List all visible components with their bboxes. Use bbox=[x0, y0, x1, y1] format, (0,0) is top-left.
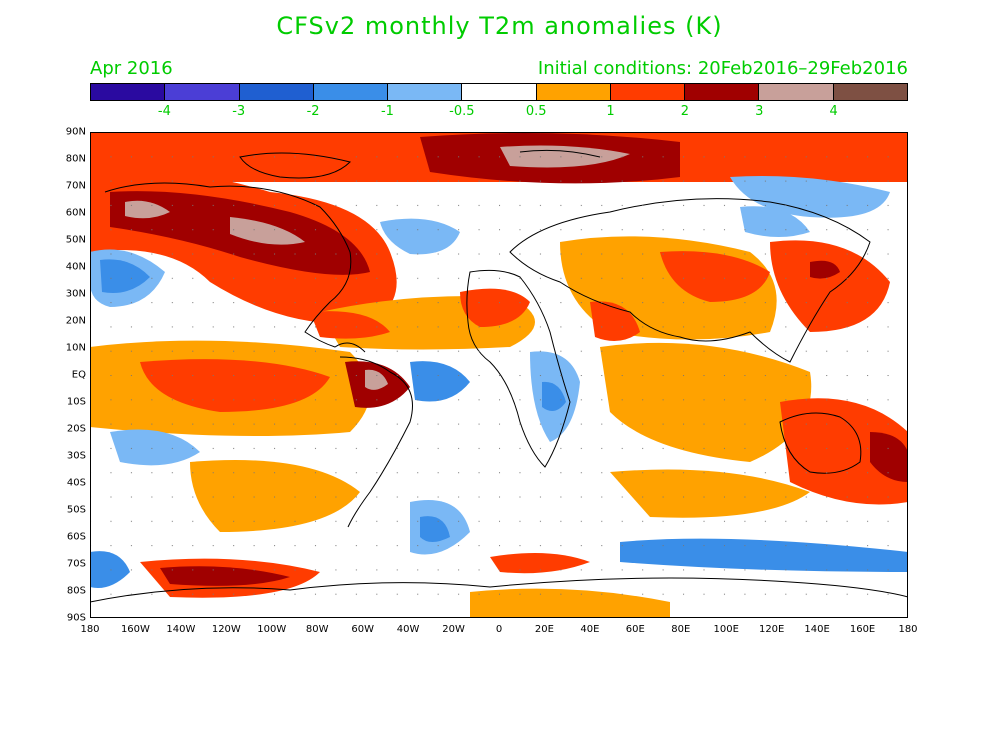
longitude-tick-label: 180 bbox=[898, 624, 918, 635]
color-scale-swatch bbox=[91, 84, 166, 100]
color-scale-swatch bbox=[388, 84, 463, 100]
latitude-tick-label: 20N bbox=[65, 315, 86, 327]
color-scale-swatch bbox=[462, 84, 537, 100]
latitude-tick-label: 20S bbox=[66, 423, 86, 435]
color-scale-label: 2 bbox=[680, 104, 690, 119]
color-scale-label: 1 bbox=[606, 104, 615, 119]
color-scale-label: -3 bbox=[232, 104, 246, 119]
latitude-tick-label: 30S bbox=[66, 450, 86, 462]
latitude-tick-label: 40S bbox=[66, 477, 86, 489]
longitude-tick-label: 120W bbox=[211, 624, 241, 635]
longitude-tick-label: 140E bbox=[804, 624, 830, 635]
longitude-tick-label: 80E bbox=[671, 624, 691, 635]
latitude-tick-label: 80N bbox=[65, 153, 86, 165]
longitude-tick-label: 180 bbox=[80, 624, 100, 635]
initial-conditions: Initial conditions: 20Feb2016–29Feb2016 bbox=[537, 58, 908, 79]
longitude-tick-label: 40W bbox=[396, 624, 420, 635]
color-scale-label: -4 bbox=[157, 104, 171, 119]
longitude-tick-label: 0 bbox=[495, 624, 503, 635]
longitude-tick-label: 120E bbox=[758, 624, 785, 635]
longitude-tick-label: 140W bbox=[166, 624, 196, 635]
latitude-tick-label: 30N bbox=[65, 288, 86, 300]
longitude-tick-label: 60W bbox=[351, 624, 374, 635]
latitude-tick-label: 40N bbox=[65, 261, 86, 273]
longitude-tick-label: 160W bbox=[120, 624, 150, 635]
color-scale-swatch bbox=[759, 84, 834, 100]
latitude-tick-label: 90N bbox=[65, 126, 86, 138]
map-frame bbox=[90, 132, 908, 618]
latitude-tick-label: 60N bbox=[65, 207, 86, 219]
latitude-tick-label: EQ bbox=[71, 369, 86, 381]
color-scale-label: 3 bbox=[755, 104, 764, 119]
color-scale-swatch bbox=[833, 84, 907, 100]
color-scale-label: 4 bbox=[829, 104, 838, 119]
color-scale-label: -1 bbox=[380, 104, 394, 119]
latitude-tick-label: 70N bbox=[65, 180, 86, 192]
latitude-tick-label: 70S bbox=[66, 558, 86, 570]
latitude-tick-label: 50S bbox=[66, 504, 86, 516]
color-scale-bar bbox=[90, 83, 908, 101]
latitude-tick-label: 60S bbox=[66, 531, 86, 543]
color-scale-swatch bbox=[239, 84, 314, 100]
latitude-tick-label: 90S bbox=[66, 612, 86, 624]
longitude-tick-label: 100W bbox=[257, 624, 287, 635]
anomaly-map-svg bbox=[90, 132, 908, 618]
latitude-tick-label: 50N bbox=[65, 234, 86, 246]
color-scale-swatch bbox=[313, 84, 389, 100]
color-scale-swatch bbox=[610, 84, 686, 100]
latitude-tick-label: 10N bbox=[65, 342, 86, 354]
color-scale-labels: -4 -3 -2 -1 -0.5 0.5 1 2 3 4 bbox=[90, 104, 908, 122]
longitude-tick-label: 80W bbox=[305, 624, 329, 635]
color-scale-swatch bbox=[165, 84, 240, 100]
longitude-tick-label: 40E bbox=[580, 624, 600, 635]
latitude-tick-label: 80S bbox=[66, 585, 86, 597]
anomaly-map bbox=[90, 132, 908, 618]
longitude-tick-label: 20E bbox=[534, 624, 554, 635]
latitude-tick-label: 10S bbox=[66, 396, 86, 408]
color-scale-swatch bbox=[685, 84, 760, 100]
color-scale-label: -0.5 bbox=[449, 104, 475, 119]
color-scale-label: -2 bbox=[306, 104, 320, 119]
longitude-tick-label: 160E bbox=[849, 624, 876, 635]
map-title: CFSv2 monthly T2m anomalies (K) bbox=[276, 12, 723, 40]
longitude-tick-label: 100E bbox=[713, 624, 739, 635]
color-scale-swatch bbox=[536, 84, 611, 100]
forecast-period: Apr 2016 bbox=[90, 58, 173, 79]
longitude-tick-label: 60E bbox=[625, 624, 645, 635]
color-scale-label: 0.5 bbox=[525, 104, 547, 119]
longitude-tick-label: 20W bbox=[442, 624, 465, 635]
